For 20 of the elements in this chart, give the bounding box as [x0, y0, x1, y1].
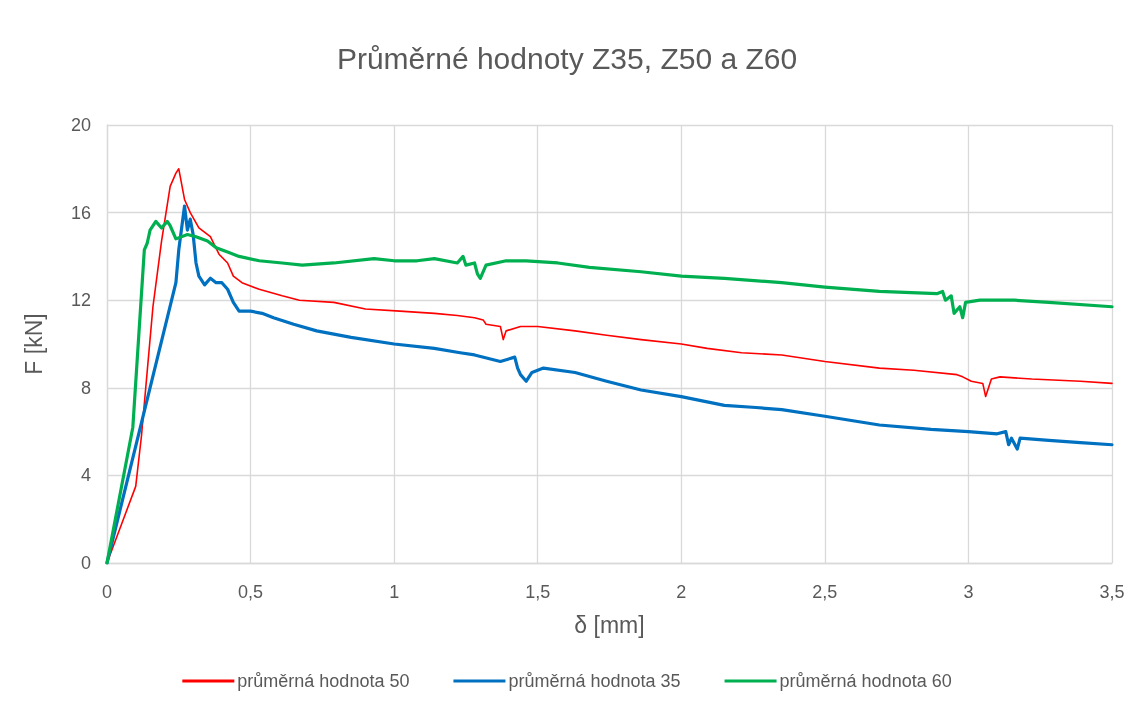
legend-label: průměrná hodnota 60: [779, 671, 952, 691]
x-axis-title: δ [mm]: [574, 611, 645, 638]
y-tick-label: 16: [70, 202, 91, 223]
x-tick-label: 3: [963, 582, 974, 602]
x-tick-label: 1,5: [525, 582, 551, 602]
legend-label: průměrná hodnota 35: [508, 671, 681, 691]
y-tick-label: 4: [80, 465, 91, 486]
chart-title: Průměrné hodnoty Z35, Z50 a Z60: [336, 41, 798, 75]
x-tick-label: 1: [389, 582, 400, 602]
x-tick-label: 2: [676, 582, 687, 602]
x-tick-label: 0: [101, 582, 113, 602]
x-tick-label: 2,5: [812, 582, 838, 602]
y-tick-label: 20: [70, 115, 91, 135]
y-tick-label: 8: [80, 377, 91, 398]
legend-label: průměrná hodnota 50: [237, 671, 410, 691]
x-tick-label: 3,5: [1099, 582, 1125, 602]
y-axis-title: F [kN]: [20, 313, 47, 375]
y-tick-label: 12: [70, 290, 91, 311]
y-tick-label: 0: [80, 553, 91, 573]
x-tick-label: 0,5: [238, 582, 264, 602]
